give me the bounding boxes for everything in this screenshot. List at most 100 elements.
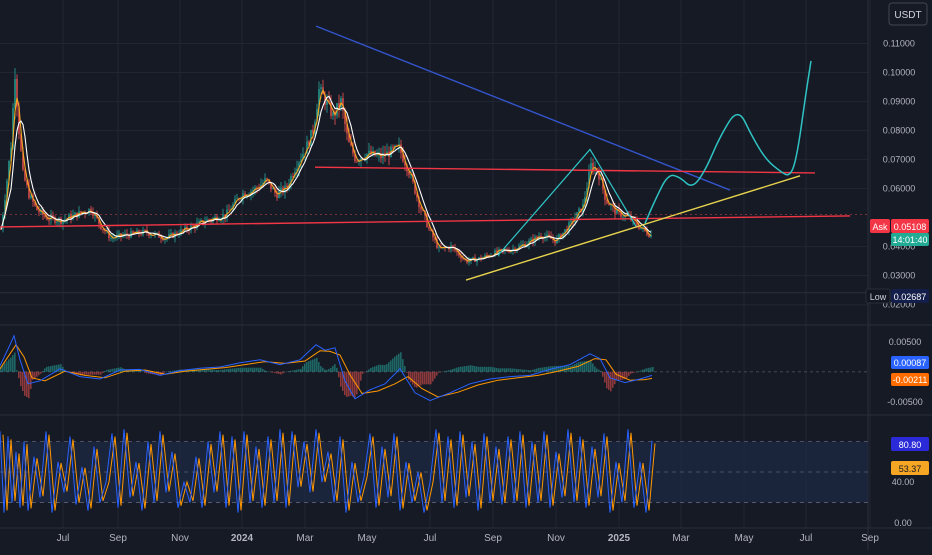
candle-body: [20, 134, 22, 151]
macd-histogram-bar: [364, 371, 366, 373]
candle-body: [98, 217, 100, 224]
macd-histogram-bar: [46, 366, 48, 372]
x-tick-label: Jul: [424, 533, 437, 544]
currency-button[interactable]: USDT: [888, 2, 928, 26]
macd-histogram-bar: [12, 355, 14, 372]
candle-body: [118, 233, 120, 235]
macd-histogram-bar: [474, 366, 476, 372]
macd-value: 0.00087: [894, 358, 927, 368]
macd-histogram-bar: [594, 366, 596, 372]
macd-histogram-bar: [462, 366, 464, 372]
macd-histogram-bar: [500, 368, 502, 372]
candle-body: [462, 258, 464, 260]
macd-histogram-bar: [266, 371, 268, 372]
macd-histogram-bar: [336, 367, 338, 372]
macd-histogram-bar: [590, 360, 592, 372]
candle-body: [4, 200, 6, 215]
price-tick-label: 0.04000: [883, 242, 916, 252]
macd-histogram-bar: [36, 371, 38, 377]
macd-pane[interactable]: [0, 334, 868, 402]
candle-body: [252, 190, 254, 192]
macd-histogram-bar: [514, 368, 516, 372]
macd-histogram-bar: [360, 371, 362, 381]
macd-histogram-bar: [118, 367, 120, 372]
macd-histogram-bar: [554, 366, 556, 372]
candle-body: [648, 234, 650, 237]
macd-histogram-bar: [652, 367, 654, 372]
stoch-pane[interactable]: [0, 429, 656, 513]
macd-histogram-bar: [580, 361, 582, 372]
candle-body: [318, 89, 320, 109]
macd-histogram-bar: [418, 371, 420, 387]
candle-body: [300, 159, 302, 163]
price-tick-label: 0.09000: [883, 97, 916, 107]
candle-body: [74, 212, 76, 215]
candle-body: [168, 234, 170, 238]
x-tick-label: 2025: [608, 533, 631, 544]
candle-body: [554, 239, 556, 244]
candle-body: [160, 237, 162, 239]
macd-histogram-bar: [606, 371, 608, 389]
macd-histogram-bar: [220, 370, 222, 372]
low-tag-box: [865, 288, 891, 304]
macd-histogram-bar: [558, 365, 560, 372]
moving-average-line: [0, 95, 652, 261]
candle-body: [620, 210, 622, 217]
macd-histogram-bar: [58, 364, 60, 372]
macd-histogram-bar: [650, 367, 652, 372]
macd-histogram-bar: [202, 369, 204, 372]
macd-histogram-bar: [304, 363, 306, 372]
macd-histogram-bar: [492, 367, 494, 372]
candle-body: [124, 233, 126, 236]
macd-histogram-bar: [214, 369, 216, 372]
macd-histogram-bar: [300, 368, 302, 372]
macd-histogram-bar: [574, 363, 576, 372]
candle-body: [520, 244, 522, 246]
macd-histogram-bar: [302, 366, 304, 372]
ask-value: 0.05108: [894, 222, 927, 232]
candle-body: [58, 218, 60, 222]
macd-histogram-bar: [534, 369, 536, 372]
macd-histogram-bar: [506, 368, 508, 372]
macd-histogram-bar: [278, 371, 280, 374]
macd-histogram-bar: [276, 371, 278, 374]
candle-body: [478, 257, 480, 260]
candle-body: [132, 231, 134, 233]
candle-body: [22, 150, 24, 170]
candle-body: [34, 201, 36, 206]
candle-body: [416, 193, 418, 198]
candle-body: [214, 216, 216, 219]
candle-body: [616, 208, 618, 214]
macd-histogram-bar: [250, 367, 252, 372]
candle-body: [68, 214, 70, 219]
macd-histogram-bar: [324, 369, 326, 372]
candle-body: [88, 208, 90, 214]
candle-body: [428, 227, 430, 229]
candle-body: [280, 187, 282, 191]
candle-body: [80, 211, 82, 213]
candle-body: [564, 229, 566, 233]
candle-body: [64, 219, 66, 221]
macd-histogram-bar: [284, 371, 286, 373]
price-pane[interactable]: [0, 25, 868, 294]
macd-histogram-bar: [448, 370, 450, 372]
macd-histogram-bar: [56, 364, 58, 372]
candle-body: [44, 215, 46, 218]
candle-body: [306, 141, 308, 154]
macd-histogram-bar: [530, 370, 532, 372]
macd-histogram-bar: [38, 371, 40, 376]
macd-histogram-bar: [252, 367, 254, 372]
macd-histogram-bar: [84, 371, 86, 375]
macd-histogram-bar: [52, 365, 54, 372]
macd-histogram-bar: [570, 365, 572, 372]
candle-body: [234, 198, 236, 205]
macd-histogram-bar: [438, 371, 440, 373]
currency-button-frame[interactable]: [888, 2, 928, 26]
candle-body: [584, 197, 586, 204]
macd-histogram-bar: [154, 371, 156, 375]
candle-body: [436, 239, 438, 248]
macd-histogram-bar: [432, 371, 434, 382]
candle-body: [552, 238, 554, 240]
currency-label[interactable]: USDT: [894, 10, 921, 21]
